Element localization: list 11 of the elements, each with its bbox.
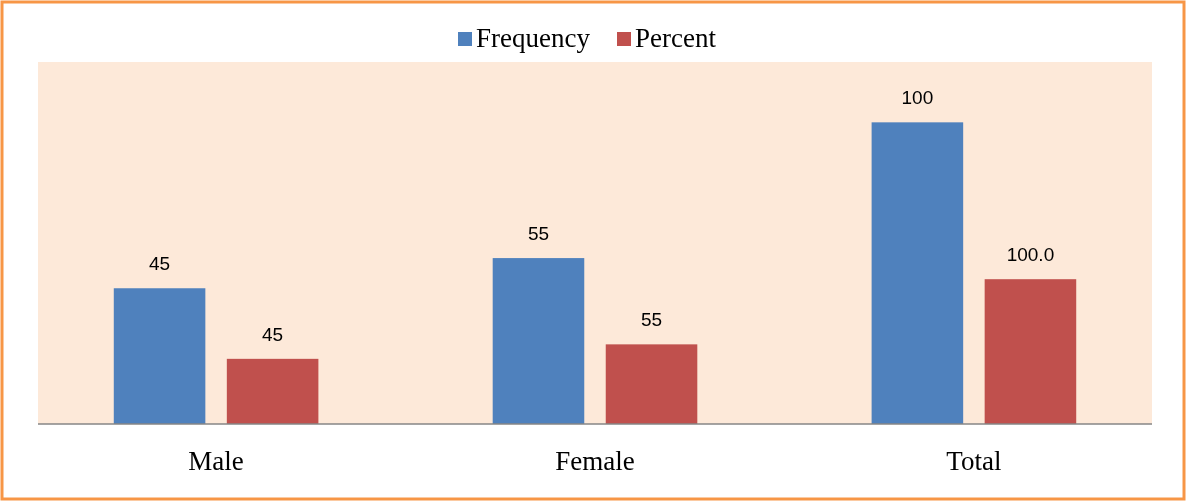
x-tick-label: Female: [555, 446, 635, 476]
data-label: 45: [149, 253, 171, 275]
data-label: 55: [527, 223, 550, 245]
data-label: 100: [901, 87, 934, 109]
x-tick-label: Male: [188, 446, 244, 476]
x-tick-label: Total: [946, 446, 1002, 476]
data-label: 55: [640, 309, 663, 331]
data-label: 100.0: [1006, 244, 1055, 266]
data-label: 45: [262, 323, 284, 345]
legend-label: Percent: [635, 23, 717, 53]
legend-label: Frequency: [476, 23, 591, 53]
